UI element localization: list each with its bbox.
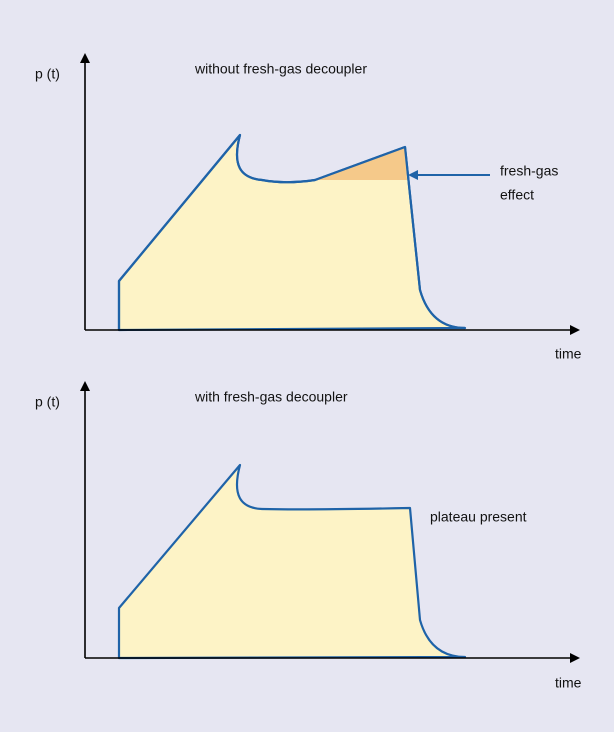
y-label: p (t) — [35, 66, 60, 82]
x-label: time — [555, 346, 582, 362]
annotation: plateau present — [430, 509, 527, 525]
panel-title: without fresh-gas decoupler — [194, 61, 367, 77]
annotation: effect — [500, 187, 534, 203]
y-label: p (t) — [35, 394, 60, 410]
annotation: fresh-gas — [500, 163, 558, 179]
pressure-line — [117, 133, 466, 330]
panel-title: with fresh-gas decoupler — [194, 389, 348, 405]
pressure-curve — [117, 463, 467, 660]
x-label: time — [555, 675, 582, 691]
